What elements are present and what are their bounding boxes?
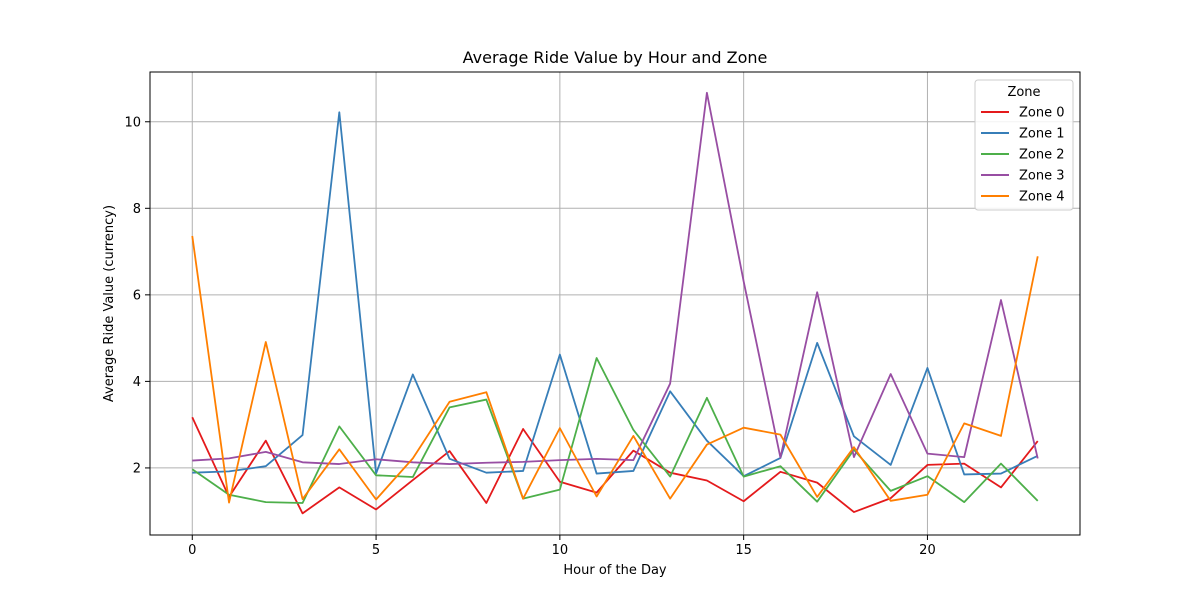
legend-label: Zone 0 — [1019, 106, 1065, 121]
legend-label: Zone 3 — [1019, 169, 1065, 184]
y-axis-label: Average Ride Value (currency) — [102, 205, 117, 402]
y-tick-label: 4 — [133, 375, 141, 390]
x-axis-label: Hour of the Day — [563, 563, 667, 578]
y-tick-label: 6 — [133, 288, 141, 303]
x-tick-label: 0 — [188, 543, 196, 558]
y-tick-label: 8 — [133, 202, 141, 217]
legend-label: Zone 2 — [1019, 148, 1065, 163]
series-line-zone-3 — [192, 91, 1039, 465]
series-line-zone-4 — [191, 235, 1039, 504]
chart-title: Average Ride Value by Hour and Zone — [463, 48, 768, 67]
plot-frame — [149, 71, 1081, 536]
series-line-zone-2 — [191, 357, 1039, 504]
legend: Zone Zone 0 Zone 1 Zone 2 Zone 3 Zone 4 — [974, 79, 1074, 211]
y-tick-label: 10 — [124, 115, 141, 130]
series-lines — [191, 91, 1039, 515]
x-tick-label: 10 — [552, 543, 569, 558]
x-tick-label: 15 — [735, 543, 752, 558]
series-line-zone-1 — [192, 111, 1039, 478]
legend-label: Zone 4 — [1019, 190, 1065, 205]
axis-ticks: 0 5 10 15 20 2 4 6 8 10 — [124, 115, 935, 558]
legend-title: Zone — [1007, 85, 1040, 100]
y-tick-label: 2 — [133, 461, 141, 476]
legend-label: Zone 1 — [1019, 127, 1065, 142]
x-tick-label: 5 — [372, 543, 380, 558]
x-tick-label: 20 — [919, 543, 936, 558]
